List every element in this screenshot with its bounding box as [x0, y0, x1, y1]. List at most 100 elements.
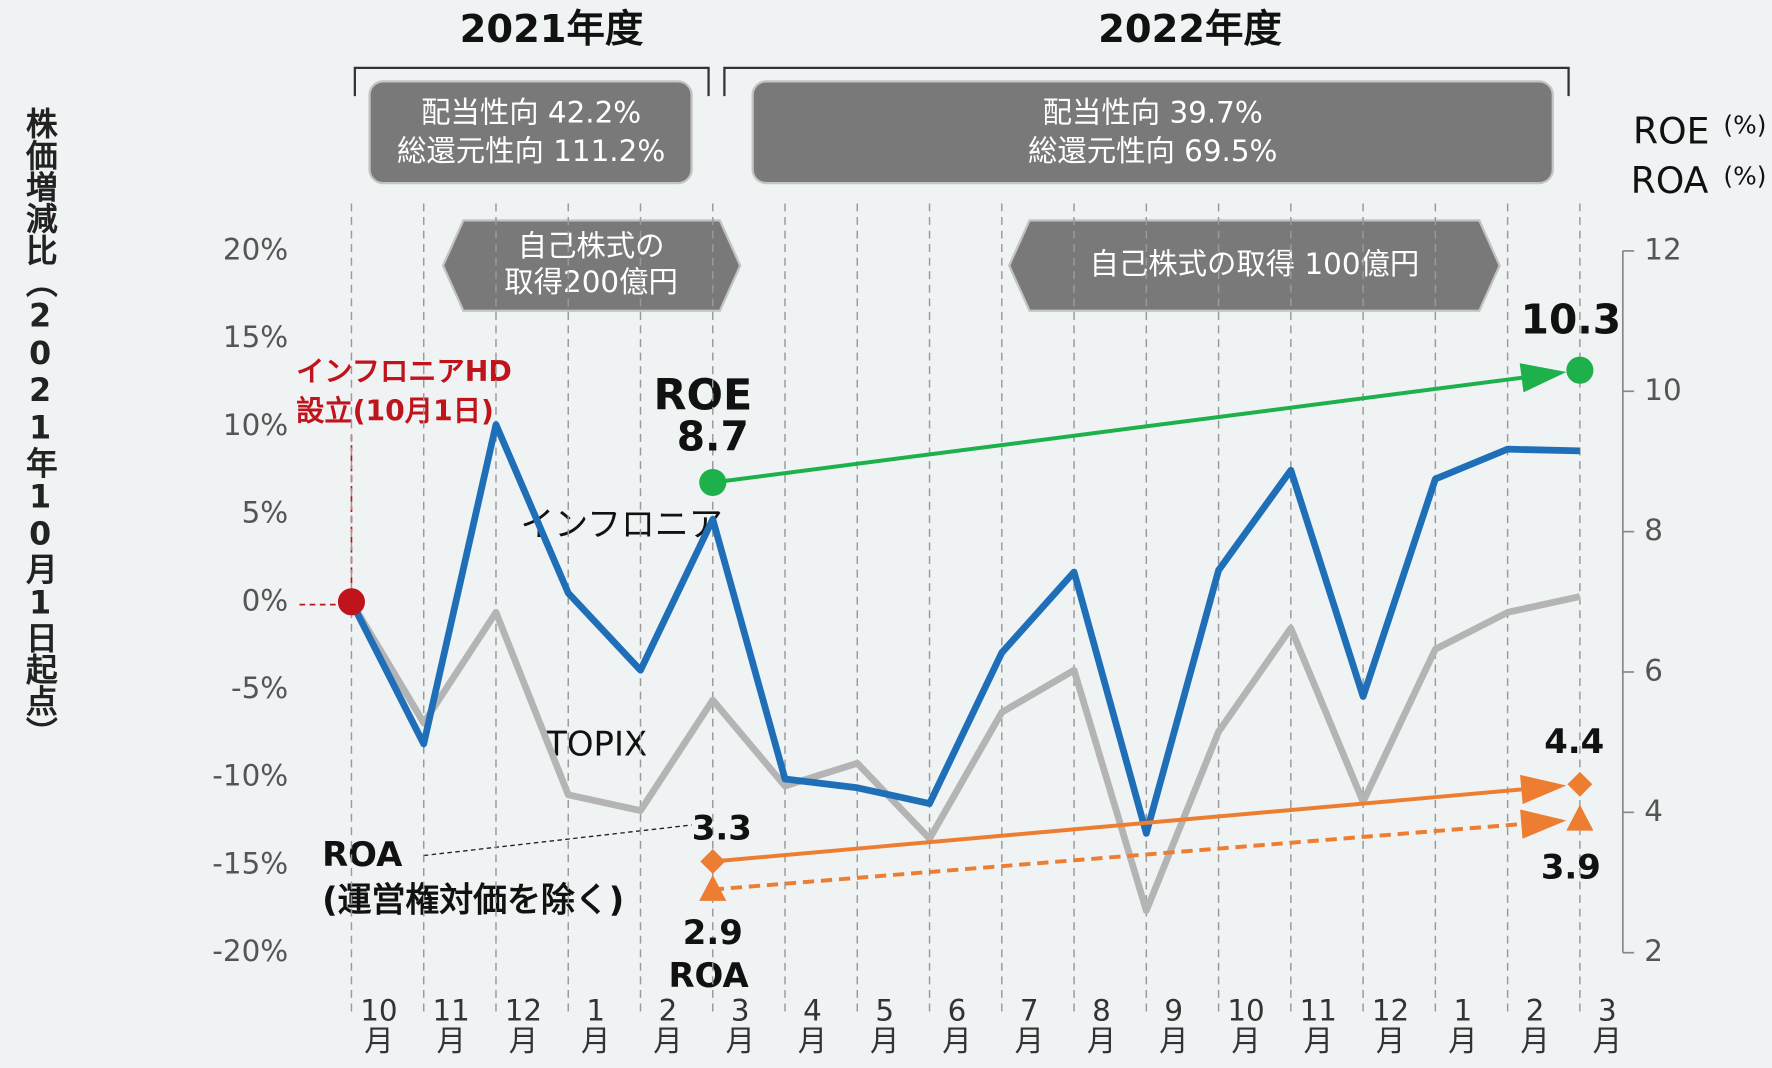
x-tick-label: 2月 — [1520, 996, 1550, 1060]
origin-marker — [337, 588, 366, 616]
x-tick-label: 7月 — [1014, 996, 1044, 1060]
total-return: 総還元性向 111.2% — [397, 134, 665, 168]
x-tick-wrap: 12月 — [504, 996, 543, 1060]
x-tick-wrap: 2月 — [653, 996, 683, 1060]
total-return: 総還元性向 69.5% — [1028, 134, 1278, 168]
x-tick-label: 12月 — [504, 996, 543, 1060]
bracket — [723, 66, 1570, 97]
x-tick-wrap: 10月 — [360, 996, 398, 1060]
x-tick-wrap: 5月 — [870, 996, 900, 1060]
x-tick-wrap: 1月 — [580, 996, 611, 1060]
value-label: 2.9 — [683, 913, 743, 952]
x-tick-label: 2月 — [653, 996, 683, 1060]
x-tick-label: 1月 — [580, 996, 611, 1060]
period-title: 2021年度 — [460, 7, 644, 52]
x-tick-wrap: 9月 — [1159, 996, 1189, 1060]
y2-unit: (%) — [1723, 161, 1766, 190]
payout: 配当性向 42.2% — [421, 96, 641, 130]
series-line — [348, 593, 1581, 914]
x-tick-label: 8月 — [1086, 996, 1117, 1060]
bracket — [353, 66, 710, 97]
x-tick-label: 4月 — [797, 996, 828, 1060]
x-tick-wrap: 4月 — [797, 996, 828, 1060]
roa-label: ROA — [668, 956, 749, 995]
ratio-line — [712, 786, 1533, 864]
y-tick-label: -10% — [212, 759, 288, 793]
value-label: 10.3 — [1521, 296, 1621, 344]
x-tick-label: 1月 — [1448, 996, 1478, 1060]
roa-excl-label: ROA — [322, 835, 403, 874]
founding-note: 設立(10月1日) — [296, 395, 494, 428]
value-label: 3.9 — [1541, 848, 1601, 887]
y-tick-label: -20% — [212, 934, 288, 968]
y-tick-label: 20% — [223, 232, 288, 266]
x-tick-label: 10月 — [1227, 996, 1265, 1060]
x-tick-label: 11月 — [432, 996, 470, 1060]
series-label: インフロニア — [520, 505, 722, 544]
grid — [350, 203, 1581, 1018]
roe-label: ROE — [653, 370, 752, 420]
ratio-line — [712, 374, 1534, 485]
x-tick-wrap: 8月 — [1086, 996, 1117, 1060]
x-tick-label: 10月 — [360, 996, 398, 1060]
y2-tick-label: 8 — [1644, 513, 1663, 547]
x-tick-label: 11月 — [1299, 996, 1337, 1060]
y-tick-label: -15% — [212, 846, 288, 880]
ratio-line — [712, 821, 1533, 892]
x-tick-label: 3月 — [1592, 996, 1623, 1060]
y2-tick-label: 6 — [1644, 653, 1663, 687]
buyback: 取得200億円 — [504, 265, 678, 299]
value-label: 4.4 — [1544, 722, 1604, 761]
x-tick-wrap: 10月 — [1227, 996, 1265, 1060]
y2-tick-label: 4 — [1644, 794, 1663, 828]
x-tick-wrap: 7月 — [1014, 996, 1044, 1060]
x-tick-label: 5月 — [870, 996, 900, 1060]
x-tick-label: 12月 — [1371, 996, 1410, 1060]
ratio-marker — [699, 468, 727, 497]
roa-excl-label: (運営権対価を除く) — [322, 880, 624, 919]
y-title: 株価増減比（2021年10月1日起点） — [21, 107, 59, 741]
roa-leader — [423, 824, 692, 857]
arrowhead — [1520, 774, 1567, 805]
value-label: 8.7 — [677, 413, 749, 461]
ratio-marker — [700, 849, 726, 874]
ratio-marker — [1566, 356, 1594, 384]
y2-tick-label: 10 — [1644, 373, 1681, 407]
buyback-box — [441, 219, 742, 312]
value-label: 3.3 — [692, 808, 752, 847]
series-line — [348, 421, 1580, 837]
ratio-marker — [1567, 771, 1593, 797]
x-tick-wrap: 6月 — [942, 997, 971, 1058]
y-title-wrap: 株価増減比（2021年10月1日起点） — [21, 107, 59, 741]
ratio-marker — [699, 874, 727, 901]
x-tick-wrap: 3月 — [725, 996, 755, 1060]
x-tick-wrap: 11月 — [432, 996, 470, 1060]
ratio-marker — [1566, 804, 1594, 831]
series-label: TOPIX — [545, 724, 647, 763]
y-tick-label: 10% — [223, 408, 288, 442]
x-tick-wrap: 11月 — [1299, 996, 1337, 1060]
founding-leader — [299, 435, 353, 606]
y2-title: ROA — [1631, 159, 1709, 202]
policy-box — [368, 80, 693, 185]
y2-tick-label: 12 — [1644, 232, 1681, 266]
y2-tick-label: 2 — [1644, 934, 1663, 968]
y2-unit: (%) — [1723, 111, 1766, 140]
founding-note: インフロニアHD — [296, 355, 512, 388]
buyback: 自己株式の — [518, 229, 665, 263]
y-tick-label: 15% — [223, 320, 288, 354]
x-tick-wrap: 2月 — [1520, 996, 1550, 1060]
x-tick-label: 9月 — [1159, 996, 1189, 1060]
payout: 配当性向 39.7% — [1043, 96, 1263, 130]
x-tick-label: 3月 — [725, 996, 755, 1060]
arrowhead — [1519, 363, 1567, 393]
y-tick-label: 0% — [242, 583, 289, 617]
x-tick-wrap: 3月 — [1592, 996, 1623, 1060]
x-tick-wrap: 12月 — [1371, 996, 1410, 1060]
buyback-box — [1007, 219, 1501, 312]
y-tick-label: -5% — [231, 671, 288, 705]
y-tick-label: 5% — [242, 496, 289, 530]
period-title: 2022年度 — [1098, 7, 1282, 52]
x-tick-wrap: 1月 — [1448, 996, 1478, 1060]
